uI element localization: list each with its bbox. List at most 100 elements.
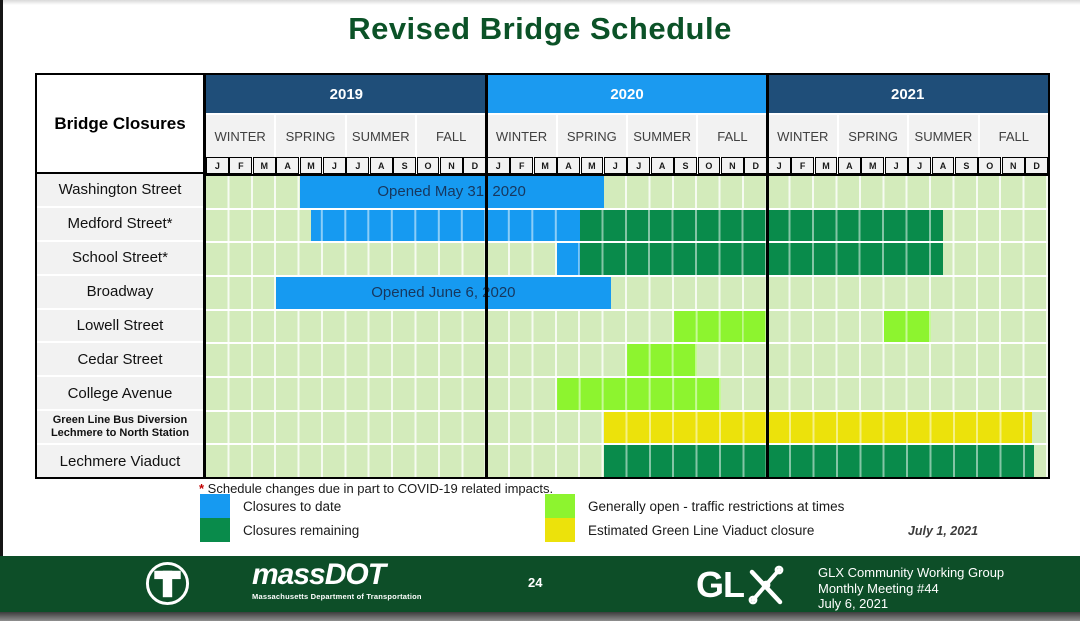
gantt-row: [206, 310, 1048, 345]
month-cell-2019-8: A: [369, 157, 393, 174]
month-cell-2020-6: J: [603, 157, 627, 174]
glx-logo: GL: [696, 563, 788, 607]
legend-item: Closures to date: [200, 494, 359, 518]
window-left-edge: [0, 0, 3, 556]
row-labels: Washington Street Medford Street* School S…: [37, 174, 203, 478]
bar-label: Opened May 31, 2020: [377, 183, 526, 201]
month-cell-2019-9: S: [393, 157, 417, 174]
month-cell-2020-9: S: [674, 157, 697, 174]
meeting-line-2: Monthly Meeting #44: [818, 580, 939, 596]
month-cell-2019-5: M: [299, 157, 323, 174]
season-header-2019-summer: SUMMER: [346, 115, 417, 157]
season-header-2020-summer: SUMMER: [627, 115, 699, 157]
row-label: Lowell Street: [37, 309, 203, 344]
season-header-2021-winter: WINTER: [768, 115, 839, 157]
row-label: Medford Street*: [37, 207, 203, 242]
season-header-2019-fall: FALL: [416, 115, 488, 157]
row-label: College Avenue: [37, 377, 203, 412]
month-cell-2020-5: M: [580, 157, 604, 174]
legend-label: Estimated Green Line Viaduct closure: [588, 522, 815, 538]
massdot-wordmark: massDOT: [252, 558, 386, 591]
season-header-row: WINTER SPRING SUMMER FALL WINTER SPRING SUMMER…: [206, 113, 1048, 157]
row-label-line: Green Line Bus Diversion: [52, 413, 188, 426]
massdot-tagline: Massachusetts Department of Transportati…: [252, 592, 422, 601]
legend-label: Closures to date: [243, 498, 342, 514]
legend-item: Generally open - traffic restrictions at…: [545, 494, 844, 518]
month-cell-2020-12: D: [744, 157, 768, 174]
row-label: Lechmere Viaduct: [37, 445, 203, 478]
glx-wordmark: GL: [696, 564, 745, 605]
massdot-logo: massDOT Massachusetts Department of Tran…: [252, 558, 422, 602]
year-header-2021: 2021: [767, 75, 1049, 113]
legend-label: Generally open - traffic restrictions at…: [588, 498, 845, 514]
legend-swatch-generally_open: [545, 494, 575, 518]
year-header-2019: 2019: [206, 75, 487, 113]
season-header-2020-winter: WINTER: [487, 115, 558, 157]
month-cell-2019-12: D: [463, 157, 487, 174]
month-cell-2019-10: O: [416, 157, 440, 174]
month-cell-2021-9: S: [955, 157, 978, 174]
footer-bar: massDOT Massachusetts Department of Tran…: [0, 556, 1080, 612]
as-of-date: July 1, 2021: [907, 524, 979, 538]
year-separator: [485, 75, 489, 477]
legend-item: Estimated Green Line Viaduct closure: [545, 518, 844, 542]
month-cell-2019-2: F: [229, 157, 253, 174]
month-cell-2021-11: N: [1001, 157, 1025, 174]
season-header-2021-spring: SPRING: [838, 115, 910, 157]
month-cell-2019-7: J: [346, 157, 370, 174]
gantt-bar-generally_open: [627, 344, 698, 377]
gantt-row: Opened May 31, 2020: [206, 176, 1048, 210]
legend-swatch-closure_to_date: [200, 494, 230, 518]
corner-header: Bridge Closures: [37, 75, 203, 174]
legend-column-right: Generally open - traffic restrictions at…: [545, 494, 844, 542]
gantt-row: Opened June 6, 2020: [206, 277, 1048, 311]
month-cell-2020-2: F: [510, 157, 534, 174]
month-cell-2020-10: O: [697, 157, 721, 174]
gantt-bar-generally_open: [673, 310, 768, 343]
legend-swatch-closure_remaining: [200, 518, 230, 542]
row-label-line: Lechmere to North Station: [50, 427, 190, 440]
gantt-bar-viaduct_closure: [603, 411, 1032, 444]
gantt-chart-area: 2019 2020 2021 WINTER SPRING SUMMER FALL WINTE…: [206, 75, 1049, 478]
legend-item: Closures remaining: [200, 518, 359, 542]
gantt-bar-closure_remaining: [603, 445, 1034, 478]
covid-footnote: * Schedule changes due in part to COVID-…: [199, 481, 553, 496]
gantt-row: [206, 411, 1048, 446]
page-title: Revised Bridge Schedule: [348, 11, 732, 46]
row-label: School Street*: [37, 241, 203, 276]
gantt-row: [206, 445, 1048, 478]
month-cell-2019-6: J: [323, 157, 346, 174]
row-label-column: Bridge Closures Washington Street Medford…: [37, 75, 206, 478]
month-cell-2020-3: M: [533, 157, 557, 174]
month-cell-2021-8: A: [931, 157, 955, 174]
gantt-bar-closure_to_date: Opened May 31, 2020: [299, 176, 604, 208]
month-cell-2021-2: F: [791, 157, 814, 174]
gantt-bar-generally_open: [884, 310, 932, 343]
season-header-2019-winter: WINTER: [206, 115, 277, 157]
gantt-rows: Opened May 31, 2020 Opened June 6, 2020: [206, 176, 1048, 478]
month-cell-2021-12: D: [1025, 157, 1049, 174]
gantt-bar-closure_remaining: [580, 209, 943, 242]
gantt-row: [206, 209, 1048, 244]
meeting-line-1: GLX Community Working Group: [818, 565, 1005, 580]
mbta-t-logo: [145, 561, 190, 606]
legend-column-left: Closures to date Closures remaining: [200, 494, 359, 542]
year-header-2020: 2020: [486, 75, 768, 113]
month-cell-2019-1: J: [206, 157, 229, 174]
month-cell-2021-5: M: [861, 157, 885, 174]
month-cell-2021-1: J: [767, 157, 791, 174]
month-cell-2019-4: A: [276, 157, 300, 174]
row-label: Washington Street: [37, 174, 203, 208]
bar-label: Opened June 6, 2020: [371, 284, 516, 302]
page-number: 24: [528, 575, 543, 590]
month-cell-2019-11: N: [440, 157, 463, 174]
month-cell-2021-4: A: [837, 157, 861, 174]
month-cell-2020-4: A: [557, 157, 580, 174]
month-cell-2020-8: A: [650, 157, 674, 174]
meeting-line-3: July 6, 2021: [818, 596, 889, 611]
month-cell-2021-6: J: [884, 157, 908, 174]
month-cell-2020-11: N: [720, 157, 744, 174]
month-cell-2021-7: J: [908, 157, 931, 174]
window-bottom-strip: [0, 612, 1080, 621]
